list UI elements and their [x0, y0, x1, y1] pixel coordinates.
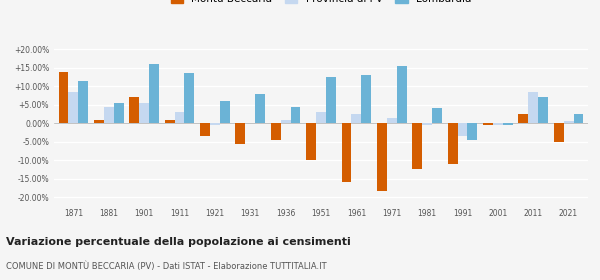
- Bar: [59, 71, 68, 123]
- Bar: [200, 123, 210, 136]
- Bar: [94, 120, 104, 123]
- Bar: [574, 114, 583, 123]
- Legend: Montù Beccaria, Provincia di PV, Lombardia: Montù Beccaria, Provincia di PV, Lombard…: [167, 0, 475, 7]
- Bar: [149, 64, 159, 123]
- Bar: [397, 66, 407, 123]
- Bar: [493, 123, 503, 125]
- Bar: [104, 107, 114, 123]
- Bar: [458, 123, 467, 136]
- Text: COMUNE DI MONTÙ BECCARIA (PV) - Dati ISTAT - Elaborazione TUTTITALIA.IT: COMUNE DI MONTÙ BECCARIA (PV) - Dati IST…: [6, 262, 326, 271]
- Bar: [68, 92, 79, 123]
- Bar: [175, 112, 184, 123]
- Bar: [316, 112, 326, 123]
- Bar: [538, 97, 548, 123]
- Bar: [139, 103, 149, 123]
- Bar: [220, 101, 230, 123]
- Bar: [377, 123, 387, 192]
- Bar: [184, 73, 194, 123]
- Bar: [387, 118, 397, 123]
- Bar: [306, 123, 316, 160]
- Bar: [361, 75, 371, 123]
- Bar: [554, 123, 563, 142]
- Bar: [271, 123, 281, 140]
- Text: Variazione percentuale della popolazione ai censimenti: Variazione percentuale della popolazione…: [6, 237, 351, 247]
- Bar: [422, 123, 432, 125]
- Bar: [412, 123, 422, 169]
- Bar: [164, 120, 175, 123]
- Bar: [483, 123, 493, 125]
- Bar: [528, 92, 538, 123]
- Bar: [518, 114, 528, 123]
- Bar: [255, 94, 265, 123]
- Bar: [130, 97, 139, 123]
- Bar: [341, 123, 352, 182]
- Bar: [503, 123, 512, 125]
- Bar: [432, 108, 442, 123]
- Bar: [235, 123, 245, 143]
- Bar: [326, 77, 336, 123]
- Bar: [281, 120, 290, 123]
- Bar: [352, 114, 361, 123]
- Bar: [563, 121, 574, 123]
- Bar: [448, 123, 458, 164]
- Bar: [114, 103, 124, 123]
- Bar: [210, 123, 220, 125]
- Bar: [467, 123, 478, 140]
- Bar: [290, 107, 301, 123]
- Bar: [79, 81, 88, 123]
